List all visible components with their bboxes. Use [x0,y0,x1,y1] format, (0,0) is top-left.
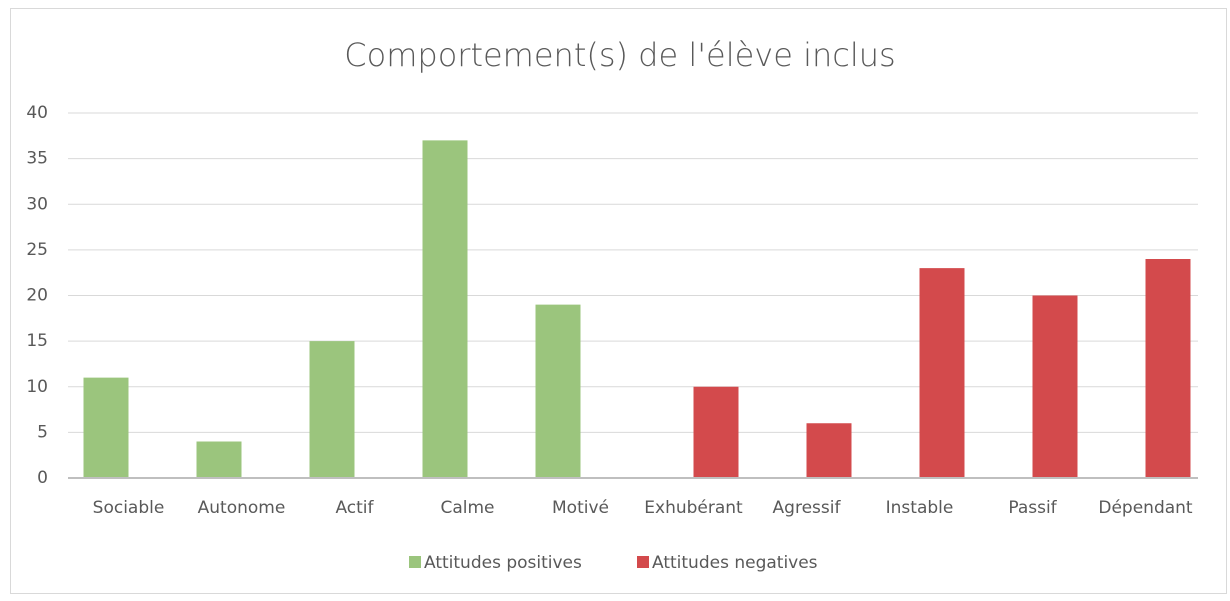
bar [535,304,581,478]
y-tick-label: 20 [26,286,48,306]
x-tick-label: Motivé [552,498,609,518]
bar [309,341,355,478]
legend-label: Attitudes positives [424,553,582,573]
y-tick-label: 30 [26,194,48,214]
y-tick-label: 35 [26,149,48,169]
x-tick-label: Instable [886,498,954,518]
x-tick-label: Passif [1008,498,1057,518]
y-tick-label: 15 [26,331,48,351]
legend-swatch [409,556,421,568]
y-tick-label: 0 [37,468,48,488]
bar [196,441,242,478]
x-tick-label: Autonome [198,498,286,518]
legend-swatch [637,556,649,568]
bar [806,423,852,478]
bar [919,268,965,478]
x-tick-label: Agressif [773,498,842,518]
x-tick-label: Dépendant [1098,498,1193,518]
y-tick-label: 5 [37,422,48,442]
x-tick-label: Calme [440,498,494,518]
chart-title: Comportement(s) de l'élève inclus [344,36,895,74]
x-tick-label: Actif [335,498,374,518]
bar [1032,295,1078,478]
x-tick-label: Exhubérant [644,498,743,518]
bar [83,377,129,478]
x-tick-label: Sociable [93,498,165,518]
bar [422,140,468,478]
bar [1145,259,1191,478]
chart-border [10,8,1227,594]
y-tick-label: 10 [26,377,48,397]
legend-label: Attitudes negatives [652,553,818,573]
y-tick-label: 40 [26,103,48,123]
y-tick-label: 25 [26,240,48,260]
bar [693,386,739,478]
